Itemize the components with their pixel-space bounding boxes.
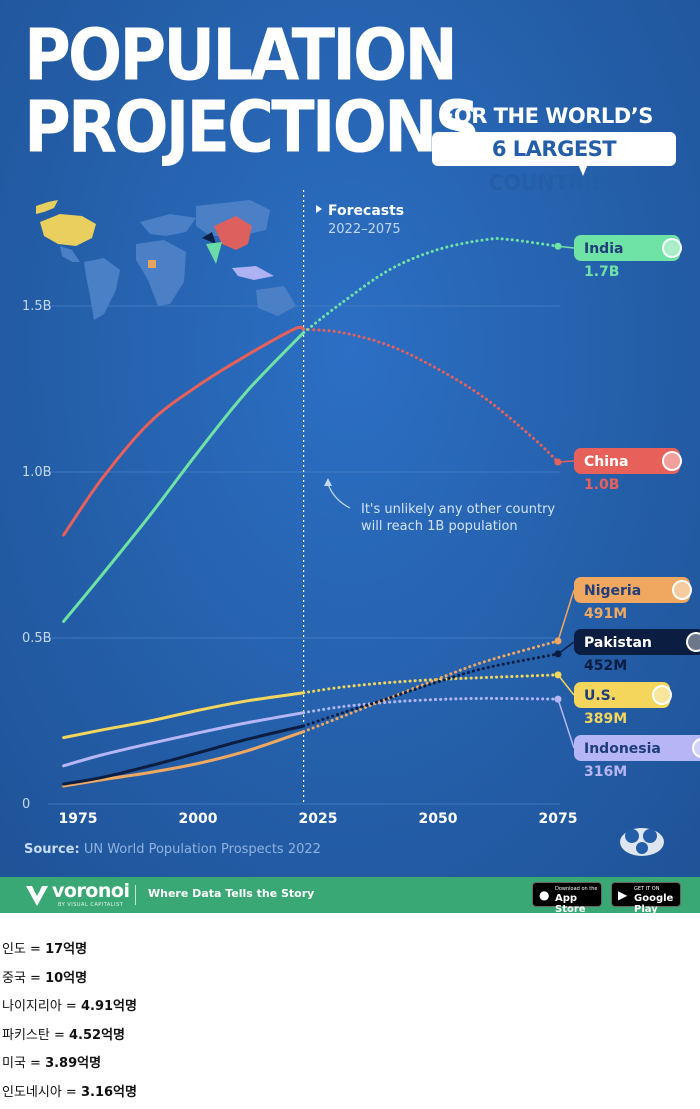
line-china-forecast: [304, 329, 558, 462]
footer-bar: voronoi BY VISUAL CAPITALIST Where Data …: [0, 877, 700, 913]
value-china: 1.0B: [584, 477, 619, 493]
voronoi-watermark-icon: [620, 828, 664, 856]
line-china-historical: [64, 327, 304, 535]
y-axis: 0 0.5B 1.0B 1.5B: [22, 299, 52, 812]
label-pakistan: Pakistan: [584, 635, 652, 651]
forecast-label: Forecasts: [328, 203, 404, 219]
google-play-button[interactable]: ▶ GET IT ON Google Play: [611, 882, 681, 907]
leader-us: [558, 675, 574, 695]
footer-divider: [135, 885, 136, 905]
x-tick-label: 2075: [539, 811, 578, 827]
line-us-historical: [64, 693, 304, 738]
value-nigeria: 491M: [584, 606, 627, 622]
annotation-arrow-head-icon: [324, 478, 332, 486]
brand-name: voronoi: [52, 880, 129, 902]
note-nigeria: 나이지리아 = 4.91억명: [2, 995, 137, 1024]
line-pakistan-forecast: [304, 654, 558, 726]
note-india: 인도 = 17억명: [2, 938, 137, 967]
x-tick-label: 1975: [59, 811, 98, 827]
infographic: POPULATION PROJECTIONS FOR THE WORLD’S 6…: [0, 0, 700, 877]
line-indonesia-forecast: [304, 698, 558, 712]
note-us: 미국 = 3.89억명: [2, 1052, 137, 1081]
flag-china-inner: [664, 453, 680, 469]
note-indonesia: 인도네시아 = 3.16억명: [2, 1081, 137, 1109]
value-india: 1.7B: [584, 264, 619, 280]
y-tick-label: 1.0B: [22, 465, 52, 480]
annotation-line-1: It's unlikely any other country: [361, 502, 555, 517]
app-store-small: Download on the: [555, 886, 597, 892]
leader-indonesia: [558, 699, 574, 748]
x-tick-label: 2025: [299, 811, 338, 827]
brand-sub: BY VISUAL CAPITALIST: [58, 902, 123, 908]
forecast-range: 2022–2075: [328, 222, 401, 237]
leader-nigeria: [558, 590, 574, 641]
source-label: Source:: [24, 842, 80, 857]
x-tick-label: 2000: [179, 811, 218, 827]
end-labels: India 1.7B China 1.0B Nigeria 491M Pakistan 452…: [558, 235, 700, 780]
voronoi-logo-icon: [24, 882, 50, 908]
annotation-arrow: [328, 484, 350, 508]
y-tick-label: 0: [22, 797, 30, 812]
app-store-big: App Store: [555, 893, 601, 915]
flag-nigeria-inner: [674, 582, 690, 598]
x-axis: 1975 2000 2025 2050 2075: [59, 811, 578, 827]
play-icon: ▶: [618, 888, 627, 902]
google-play-small: GET IT ON: [634, 886, 659, 892]
source-text: UN World Population Prospects 2022: [84, 842, 321, 857]
flag-india-inner: [664, 240, 680, 256]
source-note: Source: UN World Population Prospects 20…: [24, 842, 321, 857]
leader-china: [558, 461, 574, 462]
korean-notes: 인도 = 17억명 중국 = 10억명 나이지리아 = 4.91억명 파키스탄 …: [2, 938, 137, 1109]
flag-us-inner: [654, 687, 670, 703]
annotation-line-2: will reach 1B population: [361, 519, 518, 534]
value-us: 389M: [584, 711, 627, 727]
label-indonesia: Indonesia: [584, 741, 661, 757]
value-indonesia: 316M: [584, 764, 627, 780]
y-tick-label: 0.5B: [22, 631, 52, 646]
apple-icon: ●: [539, 888, 549, 902]
label-india: India: [584, 241, 623, 257]
footer-tagline: Where Data Tells the Story: [148, 887, 314, 900]
leader-pakistan: [558, 642, 574, 654]
y-tick-label: 1.5B: [22, 299, 52, 314]
line-nigeria-forecast: [304, 641, 558, 732]
label-china: China: [584, 454, 628, 470]
line-india-historical: [64, 333, 304, 622]
world-map-icon: [36, 200, 296, 320]
note-china: 중국 = 10억명: [2, 967, 137, 996]
forecast-arrow-icon: [316, 205, 322, 213]
app-store-button[interactable]: ● Download on the App Store: [532, 882, 602, 907]
value-pakistan: 452M: [584, 658, 627, 674]
population-chart: 0 0.5B 1.0B 1.5B 1975 2000 2025 2050 2075 Forec…: [0, 0, 700, 877]
note-pakistan: 파키스탄 = 4.52억명: [2, 1024, 137, 1053]
x-tick-label: 2050: [419, 811, 458, 827]
label-nigeria: Nigeria: [584, 583, 641, 599]
google-play-big: Google Play: [634, 893, 680, 915]
line-india-forecast: [304, 239, 558, 333]
label-us: U.S.: [584, 688, 616, 704]
